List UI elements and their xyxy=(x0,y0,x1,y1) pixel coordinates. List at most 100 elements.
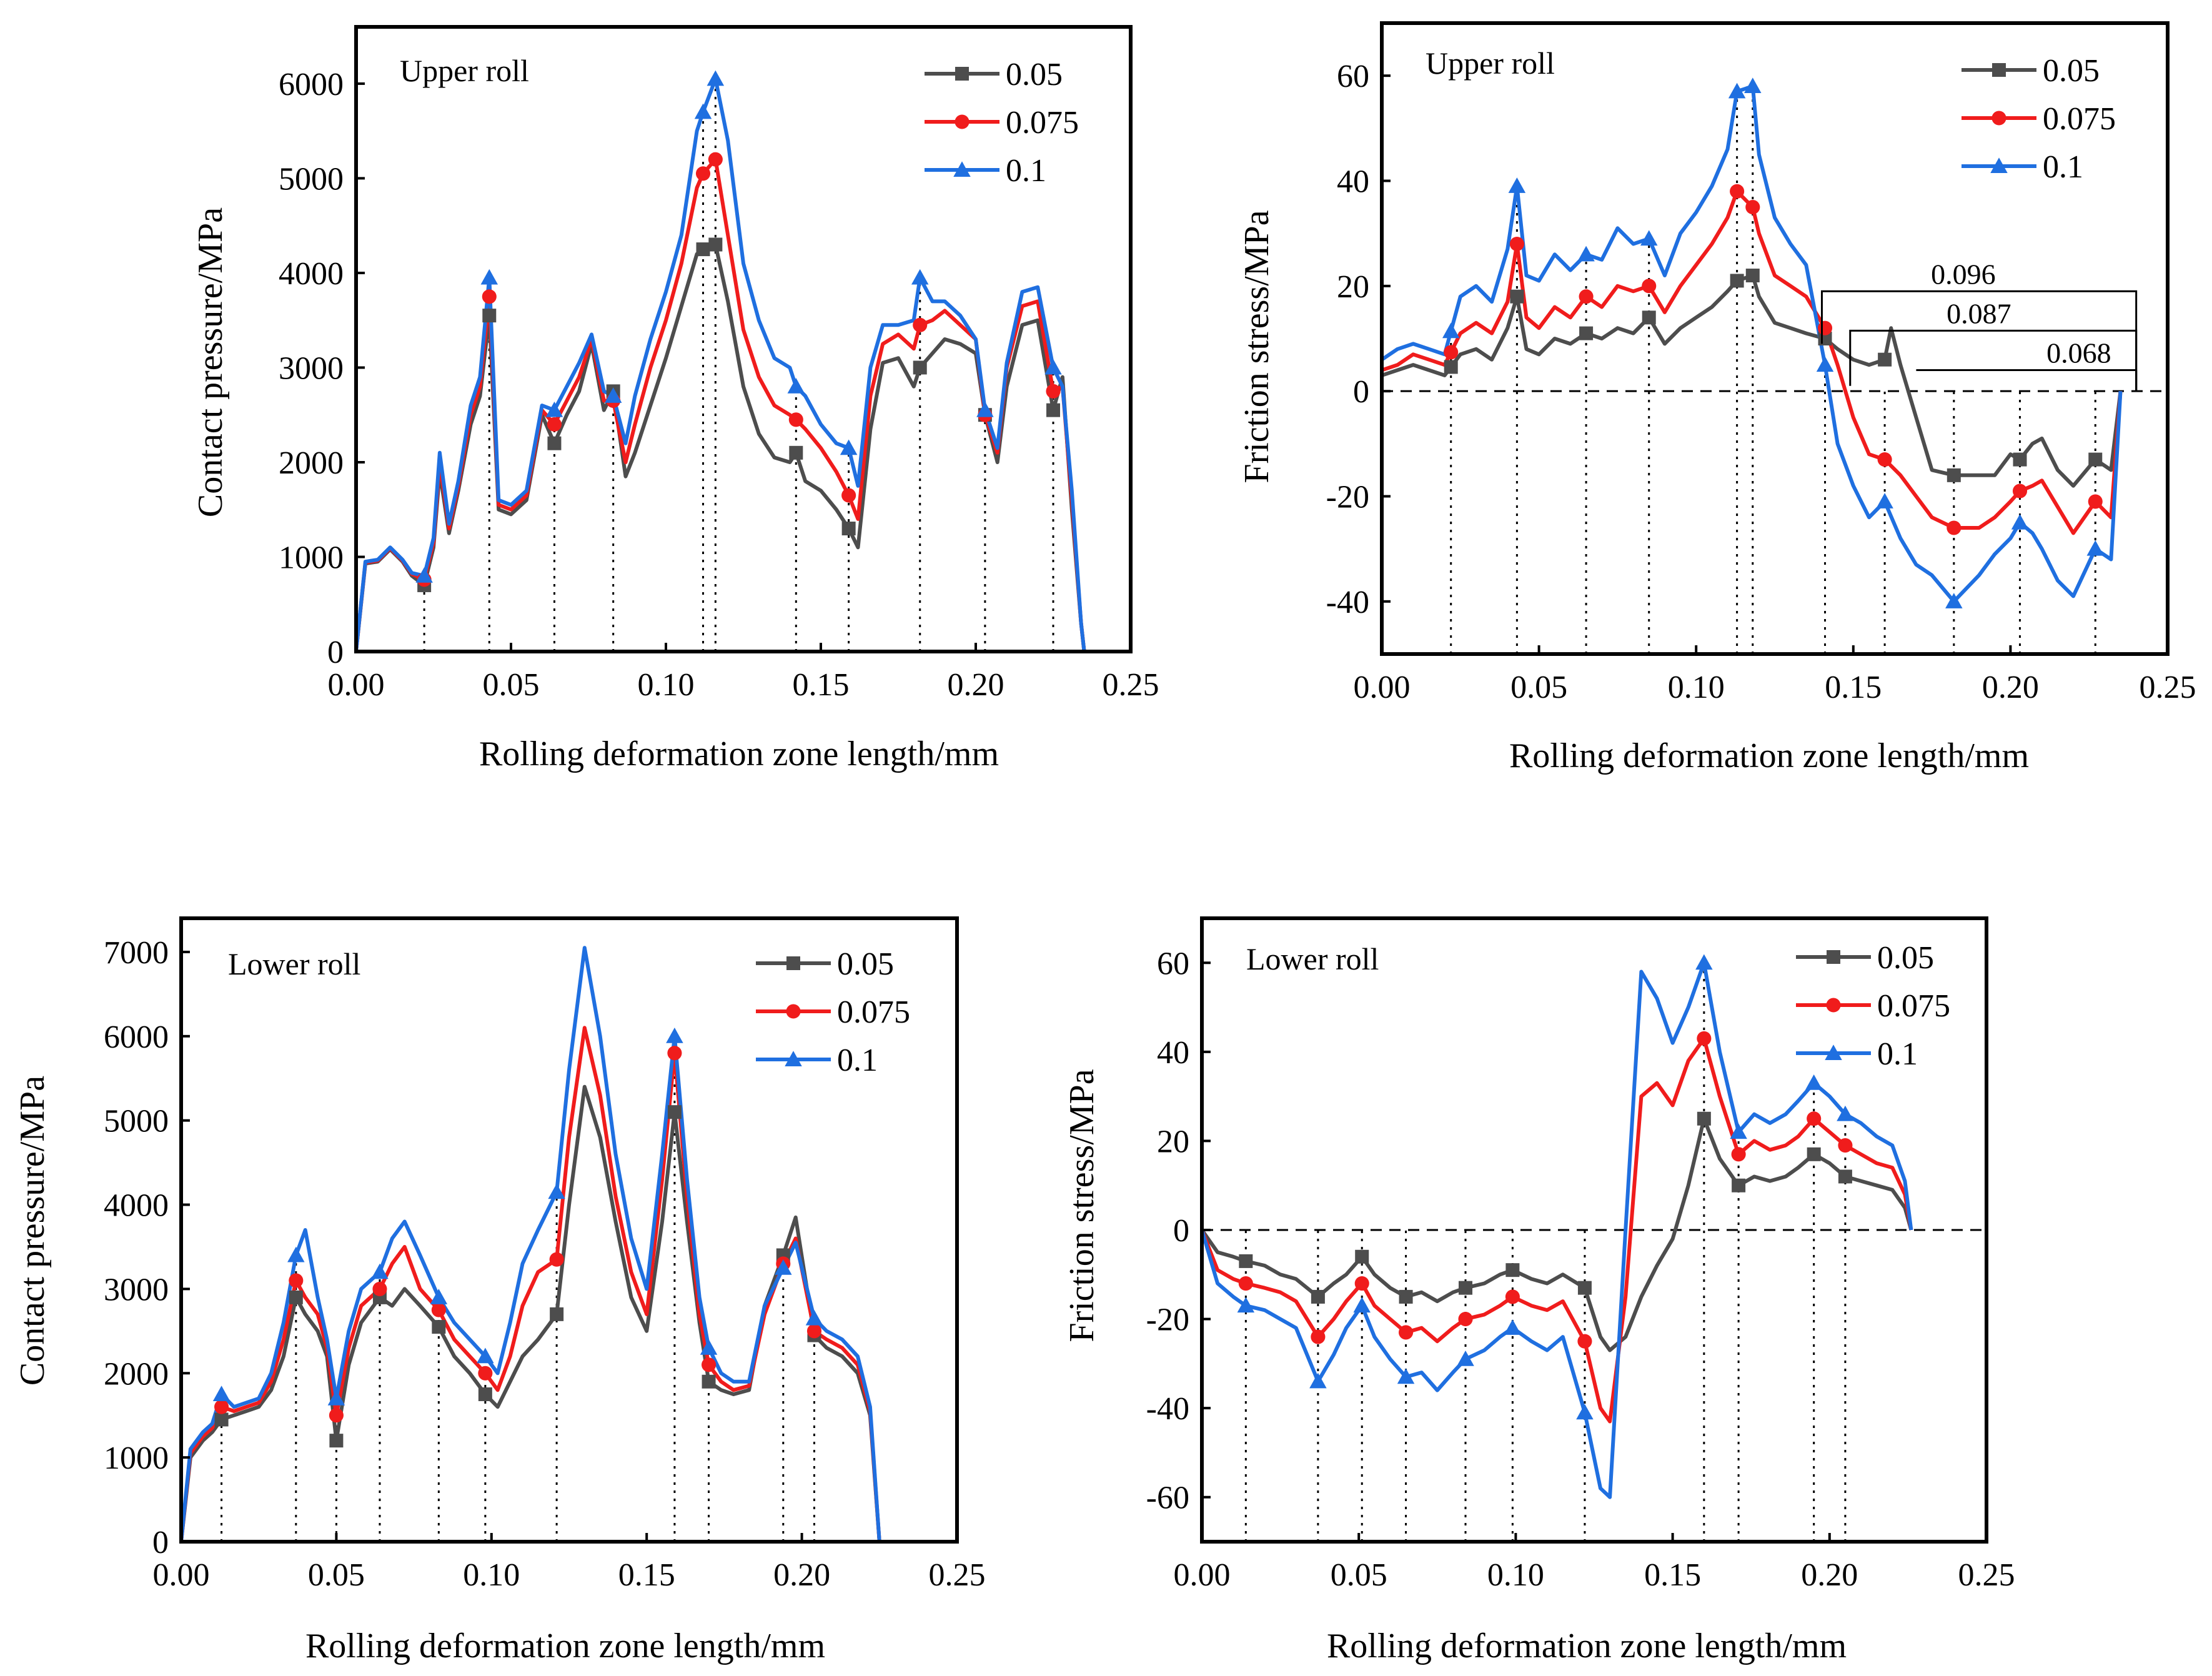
legend-marker-0.075 xyxy=(955,114,970,129)
data-point-0.05 xyxy=(1510,289,1524,304)
data-point-0.05 xyxy=(1878,352,1892,367)
data-point-0.075 xyxy=(1817,320,1833,335)
data-point-0.075 xyxy=(1577,1334,1592,1349)
panel-lower-pressure: Lower roll Rolling deformation zone leng… xyxy=(13,916,986,1665)
series-line-0.075 xyxy=(1202,1036,1913,1424)
series-line-0.1 xyxy=(1202,961,1913,1499)
data-point-0.075 xyxy=(1877,452,1892,467)
data-point-0.05 xyxy=(708,237,723,252)
legend: 0.05 0.075 0.1 xyxy=(1796,940,1950,1072)
x-tick-label: 0.20 xyxy=(948,667,1004,703)
data-point-0.05 xyxy=(1577,1281,1592,1295)
data-point-0.1 xyxy=(371,1263,389,1279)
data-point-0.075 xyxy=(667,1046,682,1061)
data-point-0.075 xyxy=(482,289,497,304)
data-point-0.1 xyxy=(1577,245,1595,262)
x-tick-label: 0.10 xyxy=(1487,1557,1544,1593)
data-point-0.075 xyxy=(1238,1276,1253,1291)
data-point-0.05 xyxy=(329,1434,344,1448)
y-axis-title: Contact pressure/MPa xyxy=(191,207,230,517)
data-point-0.075 xyxy=(289,1273,304,1288)
y-tick-label: 0 xyxy=(327,635,344,670)
series-line-0.1 xyxy=(1382,84,2123,603)
legend-label: 0.1 xyxy=(837,1043,878,1078)
data-point-0.1 xyxy=(477,1347,494,1364)
y-tick-label: 6000 xyxy=(279,67,344,102)
data-point-0.05 xyxy=(432,1320,446,1334)
x-axis-title: Rolling deformation zone length/mm xyxy=(479,735,999,773)
x-tick-label: 0.15 xyxy=(618,1557,675,1593)
data-point-0.1 xyxy=(1805,1074,1823,1090)
legend: 0.05 0.075 0.1 xyxy=(756,946,910,1078)
x-tick-label: 0.20 xyxy=(1801,1557,1858,1593)
data-point-0.05 xyxy=(482,309,497,323)
y-tick-label: 1000 xyxy=(104,1440,169,1476)
legend-label: 0.075 xyxy=(1006,105,1079,141)
legend-label: 0.075 xyxy=(1877,988,1950,1024)
legend-label: 0.05 xyxy=(1877,940,1934,976)
data-point-0.075 xyxy=(702,1357,717,1372)
x-tick-label: 0.05 xyxy=(1510,670,1567,705)
data-point-0.1 xyxy=(1945,593,1963,608)
panel-lower-friction: Lower roll Rolling deformation zone leng… xyxy=(1063,916,2015,1665)
x-tick-label: 0.25 xyxy=(2140,670,2196,705)
plot-area xyxy=(1202,954,1986,1542)
data-point-0.05 xyxy=(1730,274,1744,288)
y-tick-label: 4000 xyxy=(279,256,344,292)
plot-frame xyxy=(179,916,959,1544)
data-point-0.05 xyxy=(2088,452,2103,467)
y-tick-label: -60 xyxy=(1146,1480,1189,1516)
legend-marker-0.05 xyxy=(1992,63,2006,77)
legend-label: 0.075 xyxy=(837,994,910,1030)
data-point-0.05 xyxy=(547,436,562,450)
x-tick-label: 0.20 xyxy=(1982,670,2039,705)
data-point-0.1 xyxy=(430,1289,448,1304)
data-point-0.1 xyxy=(2086,540,2105,556)
data-point-0.1 xyxy=(1044,359,1062,375)
data-point-0.075 xyxy=(1046,384,1061,399)
data-point-0.1 xyxy=(1442,322,1460,339)
legend-label: 0.05 xyxy=(2043,53,2100,89)
data-point-0.05 xyxy=(1807,1147,1821,1161)
data-point-0.05 xyxy=(1505,1263,1520,1277)
y-tick-label: 2000 xyxy=(104,1356,169,1392)
legend-label: 0.1 xyxy=(2043,149,2083,185)
data-point-0.05 xyxy=(550,1307,564,1321)
legend-marker-0.1 xyxy=(1825,1044,1842,1060)
data-point-0.05 xyxy=(1642,310,1656,325)
data-point-0.075 xyxy=(214,1399,229,1414)
data-point-0.1 xyxy=(2011,513,2029,530)
data-point-0.1 xyxy=(1237,1297,1255,1313)
x-tick-label: 0.10 xyxy=(638,667,695,703)
data-point-0.1 xyxy=(1695,954,1713,970)
data-point-0.05 xyxy=(1745,269,1760,282)
y-tick-label: 60 xyxy=(1337,59,1369,94)
x-tick-label: 0.20 xyxy=(773,1557,830,1593)
panel-label: Upper roll xyxy=(400,53,529,88)
data-point-0.1 xyxy=(1397,1368,1415,1384)
data-point-0.1 xyxy=(700,1339,718,1355)
y-tick-label: 20 xyxy=(1157,1124,1189,1159)
legend-marker-0.075 xyxy=(1991,111,2006,126)
x-tick-label: 0.25 xyxy=(1958,1557,2015,1593)
y-tick-label: 0 xyxy=(1173,1213,1189,1249)
y-tick-label: 20 xyxy=(1337,269,1369,305)
legend-marker-0.05 xyxy=(955,67,969,81)
data-point-0.1 xyxy=(1876,493,1893,508)
data-point-0.1 xyxy=(545,401,563,417)
data-point-0.075 xyxy=(1505,1289,1520,1304)
plot-frame xyxy=(354,25,1133,653)
legend-marker-0.05 xyxy=(786,956,800,970)
y-tick-label: 4000 xyxy=(104,1188,169,1224)
legend-marker-0.075 xyxy=(1826,998,1841,1013)
data-point-0.075 xyxy=(806,1324,822,1339)
panel-label: Lower roll xyxy=(228,946,360,981)
data-point-0.075 xyxy=(547,417,562,432)
data-point-0.075 xyxy=(841,488,856,503)
data-point-0.1 xyxy=(1816,356,1834,372)
y-tick-label: 5000 xyxy=(104,1104,169,1139)
data-point-0.05 xyxy=(1732,1178,1746,1193)
data-point-0.1 xyxy=(287,1246,305,1262)
data-point-0.1 xyxy=(548,1183,565,1199)
